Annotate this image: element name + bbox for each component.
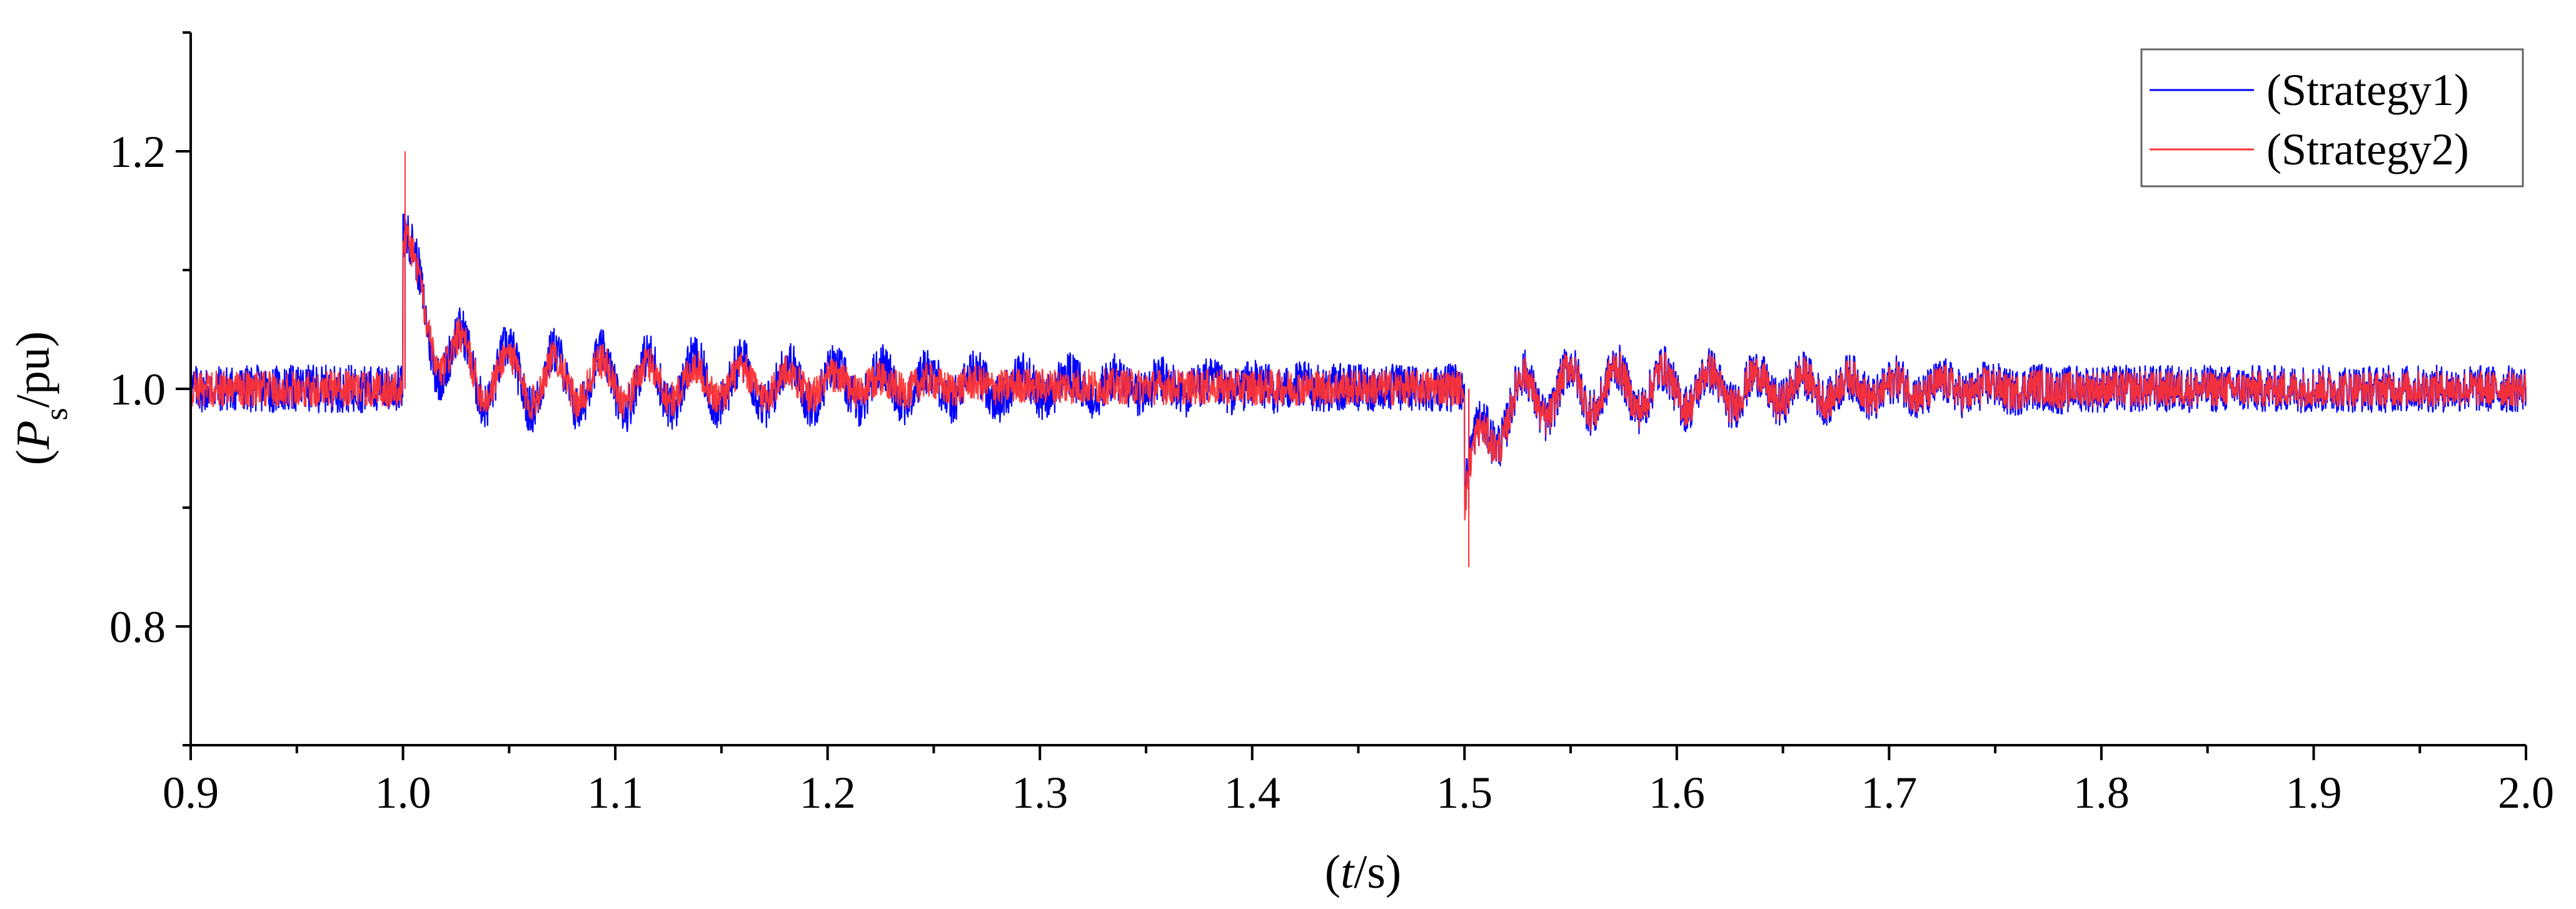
series-line-2 bbox=[189, 151, 2527, 567]
legend-label-strategy1: (Strategy1) bbox=[2267, 65, 2469, 115]
y-axis-title: (Ps/pu) bbox=[7, 331, 74, 465]
x-tick-label: 0.9 bbox=[163, 768, 219, 818]
x-tick-label: 2.0 bbox=[2498, 768, 2554, 818]
y-tick-label: 0.8 bbox=[109, 602, 166, 652]
x-tick-label: 1.9 bbox=[2285, 768, 2342, 818]
x-tick-label: 1.6 bbox=[1649, 768, 1705, 818]
legend-label-strategy2: (Strategy2) bbox=[2267, 124, 2469, 174]
y-tick-label: 1.0 bbox=[109, 364, 166, 414]
x-tick-label: 1.0 bbox=[375, 768, 431, 818]
x-tick-label: 1.5 bbox=[1436, 768, 1492, 818]
x-tick-label: 1.3 bbox=[1012, 768, 1068, 818]
x-tick-label: 1.2 bbox=[800, 768, 856, 818]
legend: (Strategy1) (Strategy2) bbox=[2140, 48, 2524, 188]
legend-box bbox=[2140, 48, 2524, 188]
x-tick-label: 1.4 bbox=[1224, 768, 1280, 818]
y-axis-ticks: 0.8 1.0 1.2 bbox=[109, 31, 191, 746]
x-axis-title: (t/s) bbox=[1325, 846, 1401, 898]
x-tick-label: 1.1 bbox=[587, 768, 643, 818]
x-tick-label: 1.8 bbox=[2073, 768, 2130, 818]
series-line-1 bbox=[189, 211, 2527, 509]
x-axis-ticks: 0.9 1.0 1.1 1.2 1.3 1.4 1.5 1.6 1.7 1.8 1.9 2.0 bbox=[163, 745, 2554, 818]
x-tick-label: 1.7 bbox=[1861, 768, 1917, 818]
plot-area bbox=[189, 151, 2527, 567]
y-tick-label: 1.2 bbox=[109, 127, 166, 177]
